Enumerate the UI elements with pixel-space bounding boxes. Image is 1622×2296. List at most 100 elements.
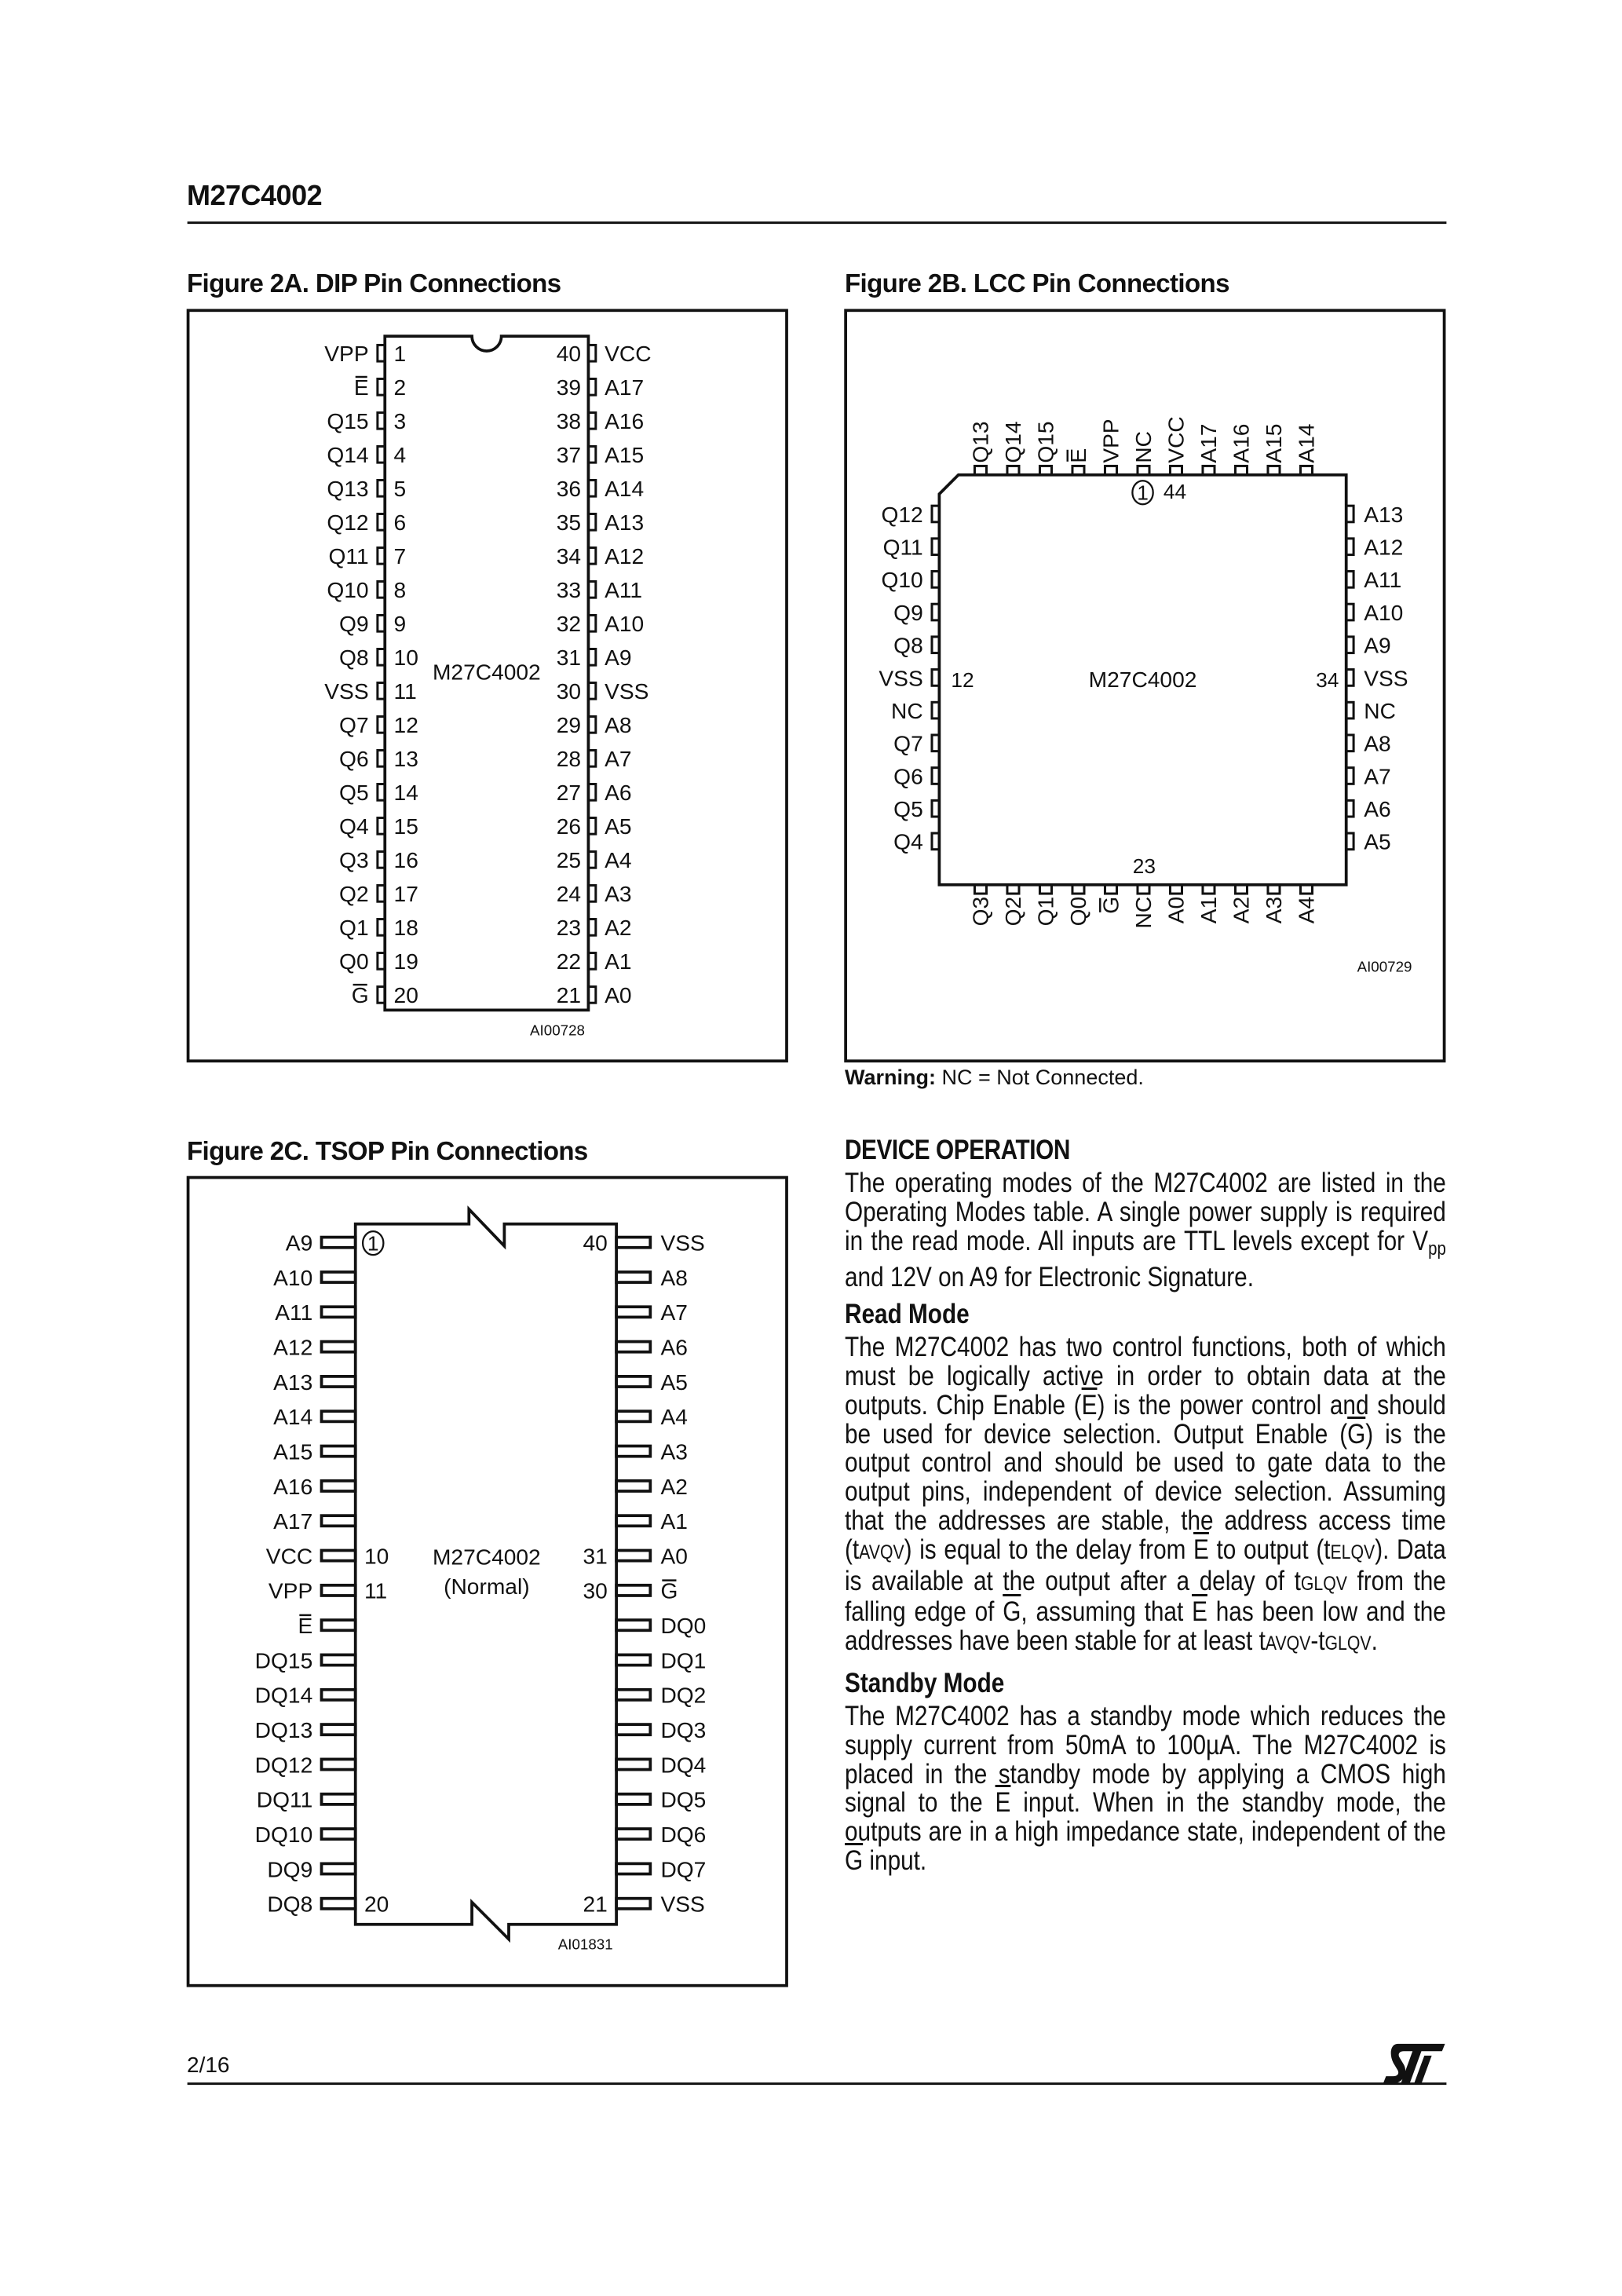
text-run: ). Data is available at the output after… [845,1534,1446,1596]
pin-number-group: 22 [557,949,581,974]
pin-number-group: 19 [394,949,418,974]
pin-name-group: A17 [1196,424,1221,463]
pin-number: 10 [364,1544,389,1568]
pin-name: A12 [605,544,644,569]
pin [586,512,597,532]
pin-name: A5 [605,814,631,839]
pin-number-group: 3 [394,409,407,433]
pin-name: A2 [660,1475,687,1499]
pin [320,1618,357,1632]
pin [1345,832,1355,851]
pin-name: A9 [1364,634,1390,658]
pin-name-group: A6 [1364,797,1390,821]
pin [376,817,386,835]
pin-number-group: 15 [394,814,418,839]
pin [1266,464,1281,477]
pin-name-group: A13 [605,510,644,535]
pin [376,377,386,397]
paragraph-read-mode: The M27C4002 has two control functions, … [845,1333,1446,1658]
pin-name-group: NC [1131,897,1156,929]
pin [376,444,386,464]
pin-name: A2 [605,916,631,940]
pin [930,700,941,720]
pin-name-group: A2 [1229,897,1253,923]
pin [973,883,988,895]
overbar-signal: E [1193,1534,1209,1565]
pin [376,681,386,700]
pin [320,1270,357,1284]
pin-name-group: Q3 [968,897,992,927]
overbar-signal: G [1347,1418,1366,1450]
pin-name: A15 [605,443,644,467]
pin-number-group: 21 [557,983,581,1007]
pin-name-group: A15 [605,443,644,467]
pin-number: 20 [394,983,418,1007]
pin [615,1548,652,1563]
pin-name-group: DQ4 [660,1753,706,1777]
pin [376,546,386,565]
pin-name-group: A9 [605,645,631,670]
pin [376,918,386,937]
pin-name: Q8 [339,645,369,670]
pin-name: Q15 [327,409,368,433]
pin [1006,464,1021,477]
pin-name: Q15 [1033,421,1058,462]
pin-name: A4 [605,848,631,872]
pin-name-group: Q5 [893,797,923,821]
pin-name-group: Q10 [327,578,368,602]
pin-name: DQ13 [255,1718,313,1742]
pin [320,1375,357,1388]
pin-name-group: A8 [1364,732,1390,756]
pin-number-group: 44 [1164,480,1186,503]
pin-name-group: DQ11 [257,1788,312,1812]
pin-name-group: VSS [1364,666,1408,690]
pin-name: VSS [1364,666,1408,690]
pin-number: 7 [394,544,407,569]
pin-number: 26 [557,814,581,839]
pin-name: DQ12 [255,1753,313,1777]
pin [586,715,597,734]
pin-number: 3 [394,409,407,433]
pin-name-group: DQ13 [255,1718,313,1742]
pin [376,343,386,363]
pin-name: Q1 [339,916,369,940]
pin-number-group: 40 [583,1231,608,1256]
pin-number-group: 26 [557,814,581,839]
pin [1201,464,1216,477]
pin [320,1340,357,1354]
pin-name: DQ7 [660,1857,706,1881]
pin-number-group: 34 [557,544,581,569]
subscript-text: GLQV [1300,1572,1347,1595]
pin-name-group: A10 [273,1266,312,1290]
pin-number-group: 24 [557,882,581,906]
pin-name: A6 [605,781,631,805]
pin-name-group: VSS [660,1892,704,1917]
pin-number: 12 [394,713,418,737]
pin [1345,537,1355,556]
pin-name: NC [891,699,923,723]
text-run: from the falling edge of [845,1565,1446,1628]
pin-name: A10 [273,1266,312,1290]
pin-name: Q12 [327,510,368,535]
pin-name: NC [1131,431,1156,463]
pin1-circle [361,1230,385,1256]
pin-number: 21 [583,1892,608,1917]
pin-name-group: Q0 [339,949,369,974]
pin-name-group: A16 [1229,424,1253,463]
pin-name: G [1098,897,1123,914]
pin-name-group: A8 [605,713,631,737]
pin-number: 44 [1164,480,1186,503]
pin-name-group: A11 [605,578,642,602]
pin-number: 29 [557,713,581,737]
pin-name-group: VPP [1098,419,1123,462]
pin-name-group: A10 [605,612,644,636]
pin-name-group: VPP [269,1579,312,1603]
text-run: The operating modes of the M27C4002 are … [845,1168,1446,1256]
pin [320,1583,357,1597]
pin-name-group: A5 [660,1370,687,1395]
pin [376,512,386,532]
pin-number: 35 [557,510,581,535]
pin [1038,883,1053,895]
pin-name: A11 [275,1300,312,1325]
